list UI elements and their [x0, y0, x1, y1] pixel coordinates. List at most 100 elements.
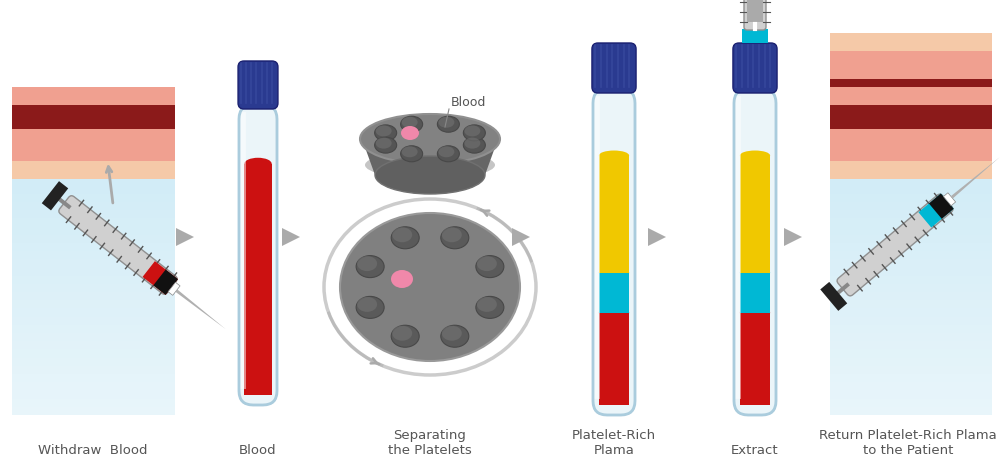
Ellipse shape	[599, 150, 629, 161]
Bar	[12, 407, 175, 415]
Bar	[12, 103, 175, 112]
Polygon shape	[153, 269, 178, 295]
Bar	[12, 194, 175, 202]
Bar	[830, 210, 992, 218]
Bar	[12, 161, 175, 179]
Ellipse shape	[442, 325, 462, 341]
Ellipse shape	[740, 307, 770, 318]
Bar	[12, 128, 175, 136]
Bar	[830, 366, 992, 374]
Polygon shape	[784, 228, 802, 246]
Polygon shape	[175, 290, 226, 329]
FancyBboxPatch shape	[733, 43, 777, 93]
Bar	[830, 112, 992, 120]
Bar	[244, 164, 272, 395]
Bar	[12, 325, 175, 333]
Ellipse shape	[392, 227, 412, 242]
Bar	[830, 103, 992, 112]
Polygon shape	[362, 139, 498, 175]
Bar	[12, 226, 175, 234]
Bar	[830, 349, 992, 358]
Ellipse shape	[357, 256, 377, 271]
Bar	[830, 226, 992, 234]
Ellipse shape	[740, 150, 770, 161]
Bar	[830, 87, 992, 95]
Bar	[12, 382, 175, 390]
FancyBboxPatch shape	[744, 0, 766, 30]
Bar	[830, 161, 992, 179]
FancyBboxPatch shape	[59, 196, 177, 294]
Polygon shape	[42, 181, 68, 211]
Polygon shape	[143, 261, 178, 295]
Bar	[830, 87, 992, 105]
Ellipse shape	[441, 227, 469, 249]
Ellipse shape	[477, 256, 497, 271]
Bar	[12, 105, 175, 133]
Bar	[12, 243, 175, 251]
Bar	[740, 156, 770, 273]
Bar	[830, 129, 992, 161]
Bar	[12, 234, 175, 243]
Bar	[830, 243, 992, 251]
Bar	[830, 325, 992, 333]
FancyBboxPatch shape	[239, 105, 277, 405]
Ellipse shape	[401, 126, 419, 140]
Bar	[830, 79, 992, 99]
Bar	[12, 136, 175, 144]
Ellipse shape	[376, 138, 392, 149]
Ellipse shape	[360, 114, 500, 164]
Ellipse shape	[437, 116, 459, 132]
Bar	[12, 129, 175, 161]
Bar	[830, 317, 992, 325]
Bar	[830, 95, 992, 103]
Bar	[12, 112, 175, 120]
Ellipse shape	[438, 117, 454, 127]
Ellipse shape	[391, 270, 413, 288]
FancyBboxPatch shape	[593, 89, 635, 415]
Bar	[12, 87, 175, 95]
Bar	[830, 284, 992, 292]
Bar	[830, 218, 992, 226]
Bar	[12, 87, 175, 105]
Ellipse shape	[376, 125, 392, 136]
Ellipse shape	[464, 125, 480, 136]
Text: Blood: Blood	[450, 96, 486, 109]
Text: Platelet-Rich
Plama: Platelet-Rich Plama	[572, 429, 656, 457]
FancyBboxPatch shape	[837, 194, 953, 296]
Text: Extract: Extract	[731, 444, 779, 457]
Bar	[599, 312, 629, 405]
Ellipse shape	[477, 297, 497, 312]
Bar	[830, 358, 992, 366]
Bar	[740, 273, 770, 312]
Bar	[830, 382, 992, 390]
Bar	[830, 185, 992, 194]
Bar	[12, 349, 175, 358]
FancyBboxPatch shape	[592, 43, 636, 93]
Bar	[599, 156, 629, 273]
Polygon shape	[929, 193, 954, 219]
Ellipse shape	[356, 297, 384, 318]
Bar	[830, 407, 992, 415]
Bar	[830, 144, 992, 153]
Polygon shape	[168, 282, 180, 295]
Bar	[830, 341, 992, 349]
Ellipse shape	[365, 151, 495, 179]
Bar	[12, 251, 175, 259]
Bar	[12, 284, 175, 292]
Bar	[12, 259, 175, 268]
Ellipse shape	[402, 146, 418, 157]
Bar	[830, 234, 992, 243]
Bar	[12, 177, 175, 185]
Bar	[830, 292, 992, 300]
Text: Separating
the Platelets: Separating the Platelets	[388, 429, 472, 457]
Bar	[12, 169, 175, 177]
Bar	[830, 268, 992, 276]
Bar	[12, 161, 175, 169]
Bar	[830, 374, 992, 382]
Bar	[12, 317, 175, 325]
Bar	[830, 251, 992, 259]
Bar	[830, 33, 992, 51]
Bar	[830, 276, 992, 284]
Bar	[830, 399, 992, 407]
Bar	[830, 169, 992, 177]
